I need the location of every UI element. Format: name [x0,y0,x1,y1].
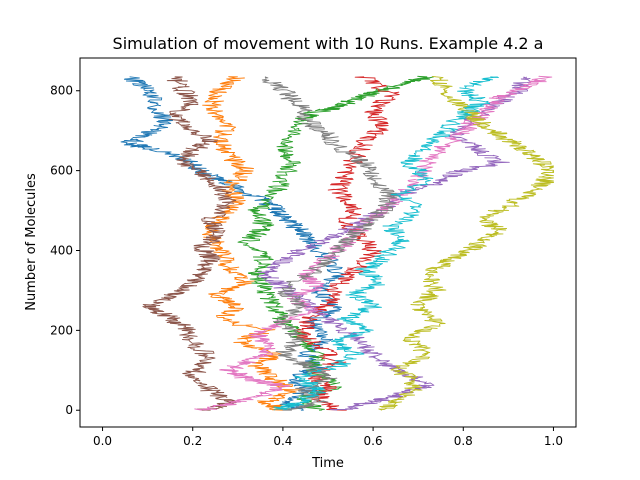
series-line-run-8 [261,76,401,411]
series-line-run-10 [273,76,499,411]
series-line-run-7 [194,75,553,411]
series-layer [120,75,554,411]
y-tick-label: 400 [50,243,73,257]
series-line-run-6 [142,76,237,411]
x-axis: 0.0 0.2 0.4 0.6 0.8 1.0 [93,427,563,448]
y-tick-label: 800 [50,84,73,98]
x-tick-label: 0.4 [273,434,292,448]
x-tick-label: 0.6 [364,434,383,448]
x-tick-label: 0.2 [183,434,202,448]
x-tick-label: 1.0 [544,434,563,448]
y-tick-label: 600 [50,164,73,178]
x-tick-label: 0.8 [454,434,473,448]
y-axis-label: Number of Molecules [24,173,39,311]
x-axis-label: Time [311,456,344,471]
series-line-run-2 [202,76,301,411]
series-line-run-4 [294,76,400,411]
y-axis: 0 200 400 600 800 [50,84,80,417]
series-line-run-3 [237,75,435,411]
series-line-run-9 [378,75,554,411]
plot-frame [79,57,577,428]
y-tick-label: 200 [50,323,73,337]
y-tick-label: 0 [65,403,73,417]
chart-title: Simulation of movement with 10 Runs. Exa… [113,34,544,53]
x-tick-label: 0.0 [93,434,112,448]
